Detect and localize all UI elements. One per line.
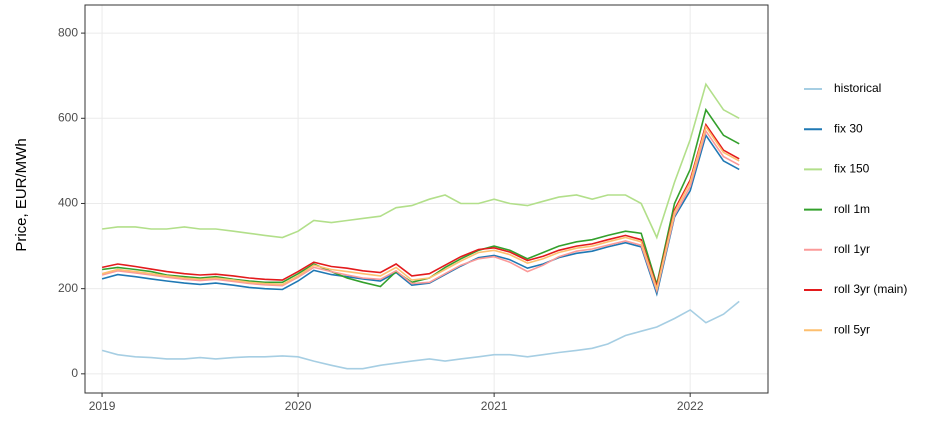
- legend-label: roll 1yr: [834, 242, 870, 256]
- x-tick-label: 2020: [285, 399, 312, 413]
- series-line: [101, 122, 740, 290]
- series-line: [101, 124, 740, 292]
- y-axis-label: Price, EUR/MWh: [13, 138, 30, 251]
- plot-border: [84, 4, 769, 394]
- y-tick-label: 400: [58, 196, 78, 210]
- legend-label: roll 3yr (main): [834, 282, 907, 296]
- legend-label: historical: [834, 81, 881, 95]
- x-tick-label: 2019: [89, 399, 116, 413]
- y-tick-label: 200: [58, 281, 78, 295]
- legend-label: fix 30: [834, 121, 863, 135]
- x-tick-label: 2021: [481, 399, 508, 413]
- y-tick-label: 800: [58, 25, 78, 39]
- legend-label: roll 5yr: [834, 322, 870, 336]
- legend-label: roll 1m: [834, 202, 870, 216]
- series-line: [101, 133, 740, 297]
- y-tick-label: 600: [58, 110, 78, 124]
- series-line: [101, 82, 740, 240]
- series-line: [101, 300, 740, 370]
- series-line: [101, 107, 740, 288]
- y-tick-label: 0: [71, 366, 78, 380]
- x-tick-label: 2022: [677, 399, 704, 413]
- series-line: [101, 129, 740, 294]
- legend-label: fix 150: [834, 162, 870, 176]
